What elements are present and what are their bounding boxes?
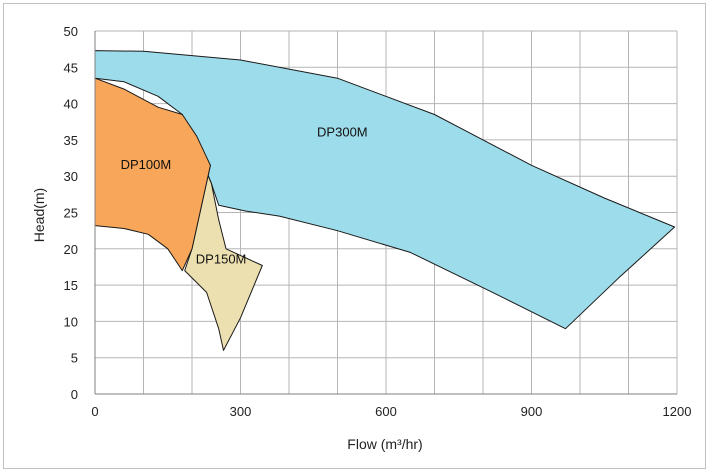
y-tick-label: 50	[64, 24, 78, 39]
y-tick-label: 20	[64, 242, 78, 257]
y-tick-label: 25	[64, 206, 78, 221]
y-tick-labels: 0 5 10 15 20 25 30 35 40 45 50	[64, 24, 78, 402]
regions	[94, 50, 676, 351]
region-label-dp150m: DP150M	[196, 251, 247, 266]
x-tick-label: 1200	[663, 404, 692, 419]
y-tick-label: 40	[64, 97, 78, 112]
region-dp300m	[94, 50, 676, 330]
region-label-dp100m: DP100M	[121, 157, 172, 172]
x-tick-labels: 0 300 600 900 1200	[91, 404, 691, 419]
y-tick-label: 30	[64, 169, 78, 184]
region-labels: DP300M DP150M DP100M	[121, 124, 368, 266]
x-tick-label: 0	[91, 404, 98, 419]
axes	[94, 31, 677, 395]
y-tick-label: 0	[71, 387, 78, 402]
y-tick-label: 15	[64, 278, 78, 293]
y-tick-label: 45	[64, 60, 78, 75]
x-tick-label: 300	[230, 404, 252, 419]
x-tick-label: 900	[521, 404, 543, 419]
y-tick-label: 10	[64, 314, 78, 329]
y-tick-label: 5	[71, 351, 78, 366]
x-axis-label: Flow (m³/hr)	[347, 436, 422, 452]
y-axis-label: Head(m)	[31, 188, 47, 242]
region-dp100m	[94, 77, 211, 272]
region-label-dp300m: DP300M	[317, 124, 368, 139]
x-tick-label: 600	[375, 404, 397, 419]
y-tick-label: 35	[64, 133, 78, 148]
